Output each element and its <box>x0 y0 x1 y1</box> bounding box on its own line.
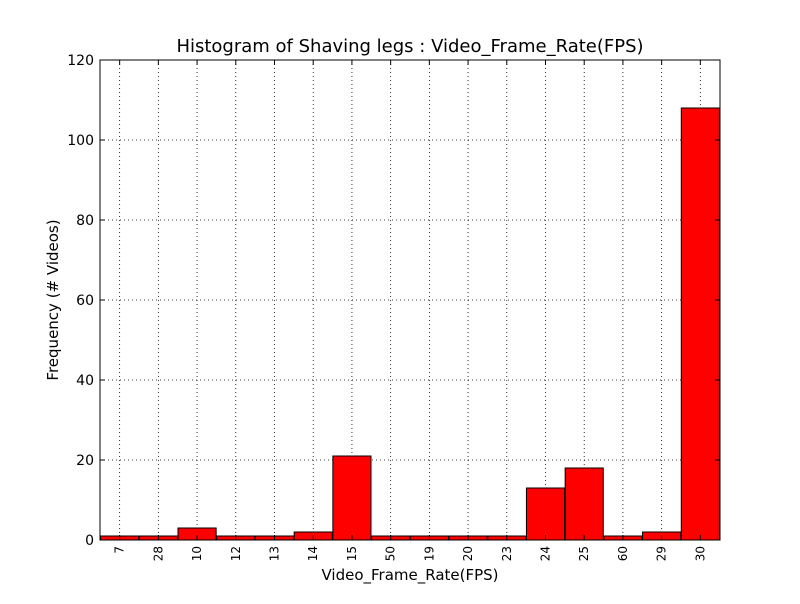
x-tick-label: 24 <box>538 546 552 561</box>
x-axis-label: Video_Frame_Rate(FPS) <box>321 566 498 585</box>
x-tick-label: 20 <box>461 546 475 561</box>
y-tick-label: 100 <box>67 133 94 149</box>
x-tick-label: 29 <box>655 546 669 561</box>
x-tick-label: 23 <box>500 546 514 561</box>
bars-layer <box>100 107 720 541</box>
x-tick-label: 25 <box>577 546 591 561</box>
bar-15 <box>332 455 372 541</box>
x-tick-label: 60 <box>616 546 630 561</box>
y-tick-label: 40 <box>76 373 94 389</box>
x-tick-label: 7 <box>113 546 127 554</box>
y-tick-label: 80 <box>76 213 94 229</box>
bar-25 <box>564 467 604 541</box>
chart-title: Histogram of Shaving legs : Video_Frame_… <box>176 36 643 57</box>
x-tick-label: 15 <box>345 546 359 561</box>
x-tick-label: 10 <box>190 546 204 561</box>
x-tick-label: 19 <box>422 546 436 561</box>
x-tick-label: 12 <box>229 546 243 561</box>
y-tick-label: 0 <box>85 533 94 549</box>
x-tick-label: 13 <box>268 546 282 561</box>
bar-30 <box>680 107 720 541</box>
x-tick-label: 50 <box>384 546 398 561</box>
x-tick-label: 30 <box>693 546 707 561</box>
grid-layer <box>100 60 720 540</box>
x-tick-label: 28 <box>151 546 165 561</box>
y-tick-label: 120 <box>67 53 94 69</box>
y-axis-label: Frequency (# Videos) <box>44 219 62 380</box>
y-tick-label: 20 <box>76 453 94 469</box>
x-tick-label: 14 <box>306 546 320 561</box>
y-tick-label: 60 <box>76 293 94 309</box>
bar-24 <box>525 487 566 541</box>
ticks-layer: 0 20 40 60 80 100 120 7 28 10 12 13 14 15 50 19 20 23 24 25… <box>67 53 720 561</box>
